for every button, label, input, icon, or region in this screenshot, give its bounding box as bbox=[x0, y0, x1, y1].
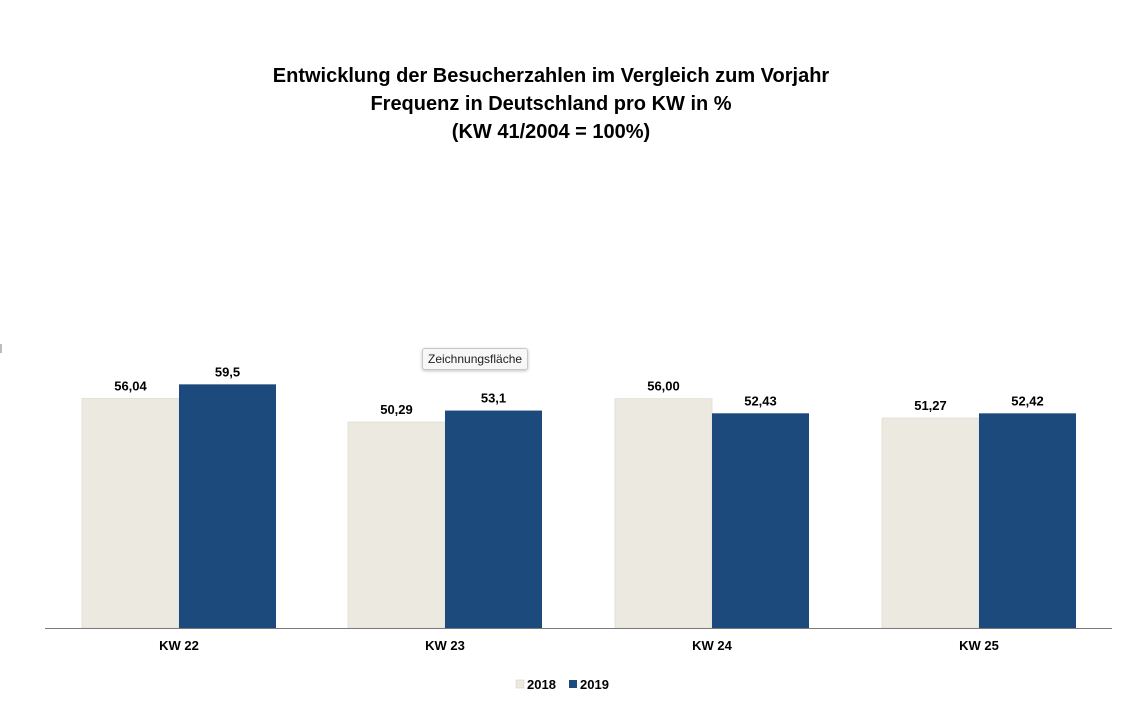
chart-title-line-2: Frequenz in Deutschland pro KW in % bbox=[370, 93, 732, 115]
data-label: 56,00 bbox=[647, 379, 680, 394]
bar-2018-kw-25[interactable] bbox=[881, 417, 980, 629]
chart-title-line-1: Entwicklung der Besucherzahlen im Vergle… bbox=[272, 65, 830, 87]
window-edge-handle bbox=[0, 344, 2, 353]
data-label: 56,04 bbox=[114, 379, 147, 394]
chart-title: Entwicklung der Besucherzahlen im Vergle… bbox=[0, 62, 1102, 146]
bar-2019-kw-24[interactable] bbox=[712, 413, 809, 628]
legend-label-2019[interactable]: 2019 bbox=[580, 677, 609, 692]
data-label: 51,27 bbox=[914, 398, 947, 413]
x-tick-label: KW 24 bbox=[692, 638, 733, 653]
x-tick-label: KW 25 bbox=[959, 638, 999, 653]
bar-2019-kw-25[interactable] bbox=[979, 413, 1076, 628]
data-label: 50,29 bbox=[380, 402, 413, 417]
x-tick-label: KW 23 bbox=[425, 638, 465, 653]
bar-2018-kw-24[interactable] bbox=[614, 398, 713, 629]
bar-2019-kw-22[interactable] bbox=[179, 384, 276, 628]
data-label: 53,1 bbox=[481, 391, 506, 406]
chart-title-line-3: (KW 41/2004 = 100%) bbox=[451, 121, 651, 143]
data-label: 52,42 bbox=[1011, 393, 1044, 408]
legend-label-2018[interactable]: 2018 bbox=[527, 677, 556, 692]
data-label: 59,5 bbox=[215, 364, 240, 379]
bar-2018-kw-22[interactable] bbox=[81, 398, 180, 629]
bar-2019-kw-23[interactable] bbox=[445, 410, 542, 628]
bar-2018-kw-23[interactable] bbox=[347, 421, 446, 629]
data-label: 52,43 bbox=[744, 393, 777, 408]
legend-swatch-2019 bbox=[569, 680, 577, 688]
x-tick-label: KW 22 bbox=[159, 638, 199, 653]
legend-swatch-2018 bbox=[515, 679, 525, 689]
plot-area-tooltip: Zeichnungsfläche bbox=[422, 348, 529, 370]
